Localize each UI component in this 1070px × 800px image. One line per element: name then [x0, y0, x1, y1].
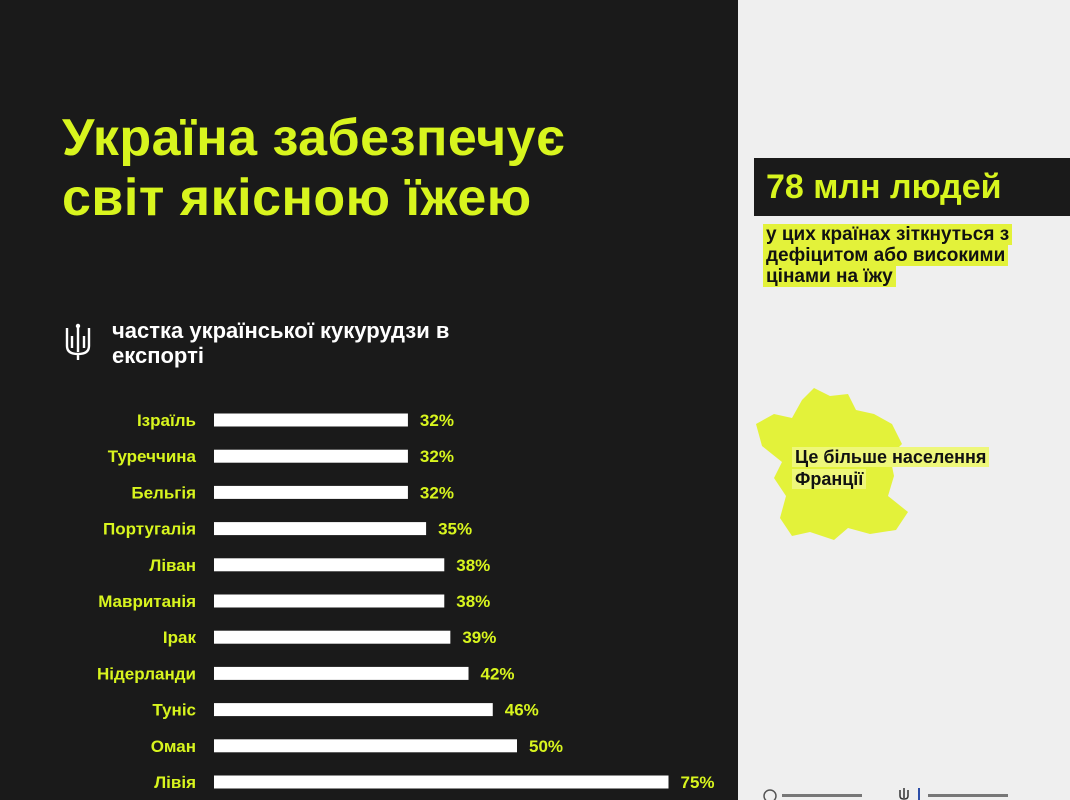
category-label: Ізраїль: [137, 411, 196, 430]
category-label: Мавританія: [98, 592, 196, 611]
stat-headline: 78 млн людей: [754, 158, 1070, 216]
value-label: 50%: [529, 737, 563, 756]
bar: [214, 739, 517, 753]
bar: [214, 485, 408, 499]
value-label: 42%: [481, 664, 515, 683]
map-label: Це більше населення Франції: [792, 446, 1062, 490]
category-label: Ліван: [149, 556, 196, 575]
value-label: 38%: [456, 592, 490, 611]
title-line-1: Україна забезпечує: [62, 109, 566, 167]
bar: [214, 558, 445, 572]
category-label: Оман: [151, 737, 196, 756]
bar: [214, 666, 469, 680]
category-label: Туреччина: [108, 447, 197, 466]
category-label: Лівія: [154, 773, 196, 792]
title-line-2: світ якісною їжею: [62, 169, 532, 227]
value-label: 39%: [462, 628, 496, 647]
chart-panel: Україна забезпечує світ якісною їжею час…: [0, 0, 738, 800]
chart-title: частка української кукурудзи в експорті: [112, 318, 450, 368]
bar: [214, 522, 427, 536]
ministry-logo: [899, 788, 1008, 800]
value-label: 35%: [438, 520, 472, 539]
bar: [214, 449, 408, 463]
info-panel: [738, 0, 1070, 800]
category-label: Ірак: [163, 628, 197, 647]
stat-description-text: у цих країнах зіткнуться з дефіцитом або…: [763, 224, 1013, 287]
category-label: Нідерланди: [97, 664, 196, 683]
value-label: 75%: [681, 773, 715, 792]
category-label: Португалія: [103, 520, 196, 539]
bar: [214, 703, 493, 717]
category-label: Бельгія: [131, 483, 196, 502]
bar: [214, 775, 669, 789]
value-label: 32%: [420, 411, 454, 430]
value-label: 32%: [420, 483, 454, 502]
value-label: 38%: [456, 556, 490, 575]
bar: [214, 594, 445, 608]
value-label: 46%: [505, 701, 539, 720]
map-label-text: Це більше населення Франції: [792, 447, 990, 489]
bar-chart: Ізраїль 32% Туреччина 32% Бельгія 32% Португал…: [97, 411, 715, 792]
stat-description: у цих країнах зіткнуться з дефіцитом або…: [763, 224, 1063, 287]
trident-icon: [65, 323, 91, 360]
category-label: Туніс: [152, 701, 196, 720]
bar: [214, 630, 451, 644]
partner-logo: [763, 789, 862, 800]
bar: [214, 413, 408, 427]
value-label: 32%: [420, 447, 454, 466]
